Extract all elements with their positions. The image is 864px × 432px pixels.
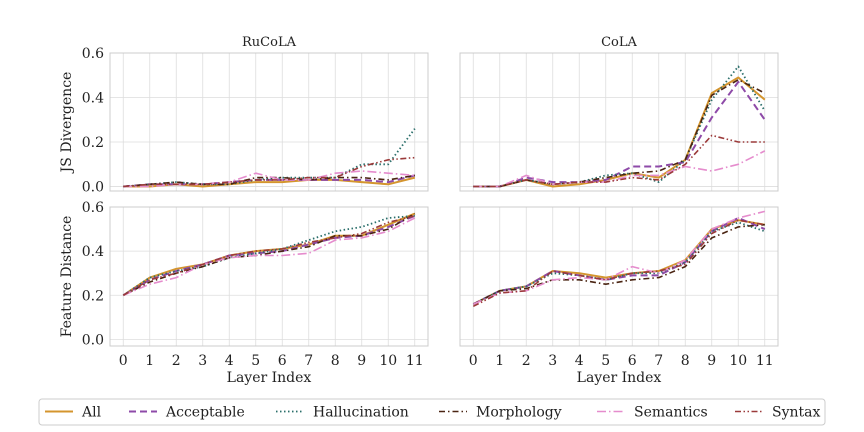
y-tick-label: 0.2 [82,288,104,304]
series-line-syntax [472,219,765,308]
legend-label: Hallucination [313,405,409,421]
x-tick-label: 5 [601,353,610,369]
x-tick-label: 7 [304,353,313,369]
y-tick-label: 0.4 [82,91,104,107]
x-tick-label: 6 [628,353,637,369]
x-tick-label: 3 [548,353,557,369]
series-line-hallucination [472,221,766,305]
panel-title: RuCoLA [242,35,297,50]
x-tick-label: 4 [225,353,234,369]
y-tick-label: 0.4 [82,244,104,260]
x-tick-label: 3 [198,353,207,369]
legend-label: Morphology [476,405,562,421]
x-axis-label: Layer Index [227,370,312,386]
x-tick-label: 9 [707,353,716,369]
x-tick-label: 0 [119,353,128,369]
x-tick-label: 1 [145,353,154,369]
x-axis-label: Layer Index [577,370,662,386]
legend-label: All [81,405,102,421]
x-tick-label: 2 [522,353,531,369]
panel-title: CoLA [601,35,637,50]
series-line-semantics [473,150,766,188]
x-tick-label: 2 [172,353,181,369]
y-axis-label: JS Divergence [59,72,75,175]
x-tick-label: 5 [251,353,260,369]
x-tick-label: 10 [379,353,397,369]
series-line-acceptable [123,174,416,188]
series-line-semantics [122,217,416,297]
series-line-acceptable [472,217,766,305]
x-tick-label: 9 [357,353,366,369]
x-tick-label: 0 [469,353,478,369]
x-tick-label: 11 [406,353,424,369]
series-line-acceptable [473,80,766,188]
x-tick-label: 7 [654,353,663,369]
series-line-morphology [473,78,766,188]
panel-frame [459,206,779,347]
x-tick-label: 4 [575,353,584,369]
series-line-all [122,212,416,297]
legend-label: Acceptable [165,405,245,421]
series-line-morphology [472,223,765,305]
series-line-all [473,76,766,188]
panel-frame [109,52,429,192]
x-tick-label: 8 [681,353,690,369]
y-tick-label: 0.6 [82,46,104,62]
legend-box [38,398,826,426]
panel-frame [109,206,429,347]
series-line-morphology [123,174,415,188]
y-tick-label: 0.0 [82,332,104,348]
y-axis-label: Feature Distance [59,216,75,338]
x-tick-label: 6 [278,353,287,369]
series-line-hallucination [123,128,416,188]
y-tick-label: 0.6 [82,200,104,216]
series-line-hallucination [473,65,766,188]
x-tick-label: 11 [756,353,774,369]
x-tick-label: 8 [331,353,340,369]
series-line-syntax [122,215,415,296]
y-tick-label: 0.2 [82,135,104,151]
legend-label: Syntax [772,405,820,421]
x-tick-label: 10 [729,353,747,369]
y-tick-label: 0.0 [82,180,104,196]
series-line-morphology [122,212,416,297]
legend-label: Semantics [634,405,708,421]
x-tick-label: 1 [495,353,504,369]
panel-frame [459,52,779,192]
